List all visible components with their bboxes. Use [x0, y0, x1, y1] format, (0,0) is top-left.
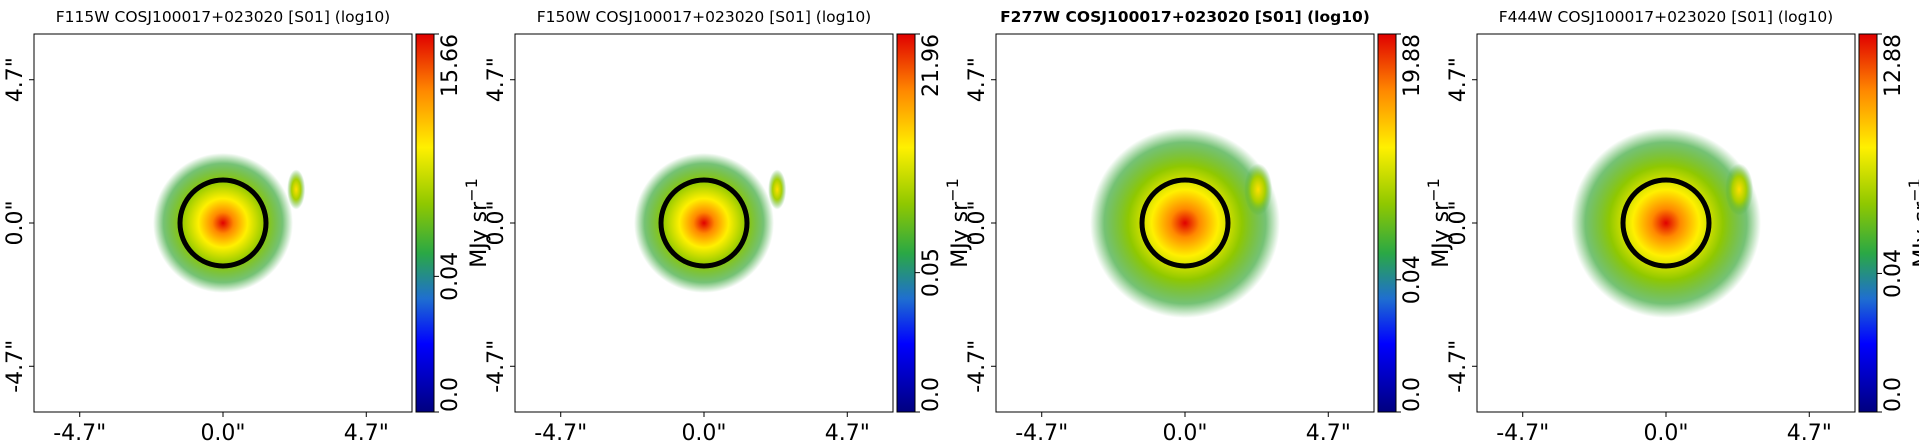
y-tick-label: 0.0": [3, 200, 28, 245]
colorbar-label-exponent: −1: [462, 178, 481, 202]
colorbar: [415, 33, 435, 413]
x-tick-label: -4.7": [53, 421, 106, 446]
x-tick-label: 0.0": [681, 421, 726, 446]
x-tick-label: 4.7": [825, 421, 870, 446]
y-tick-label: -4.7": [1446, 340, 1471, 393]
y-tick-label: 0.0": [965, 200, 990, 245]
colorbar-tick-label: 0.0: [919, 377, 944, 412]
x-tick-label: 4.7": [344, 421, 389, 446]
colorbar-tick-label: 21.96: [919, 34, 944, 97]
y-tick-label: 4.7": [3, 57, 28, 102]
image: [996, 34, 1374, 412]
colorbar-label-exponent: −1: [1905, 178, 1919, 202]
colorbar-label: MJy sr−1: [462, 178, 492, 268]
colorbar: [896, 33, 916, 413]
colorbar-label-unit: MJy sr: [1429, 201, 1454, 268]
x-tick-label: -4.7": [1015, 421, 1068, 446]
colorbar-tick-label: 15.66: [438, 34, 463, 97]
colorbar-tick-label: 0.04: [1400, 255, 1425, 304]
panel: F115W COSJ100017+023020 [S01] (log10) -4.…: [3, 8, 492, 446]
image: [515, 34, 893, 412]
colorbar-tick-label: 0.0: [1881, 377, 1906, 412]
panel-title: F277W COSJ100017+023020 [S01] (log10): [1000, 8, 1370, 26]
colorbar-tick-label: 19.88: [1400, 34, 1425, 97]
colorbar-label-exponent: −1: [943, 178, 962, 202]
image: [34, 34, 412, 412]
colorbar-label-unit: MJy sr: [467, 201, 492, 268]
panel-title: F115W COSJ100017+023020 [S01] (log10): [56, 8, 390, 26]
colorbar-tick-label: 0.04: [438, 252, 463, 301]
y-tick-label: 4.7": [1446, 57, 1471, 102]
x-tick-label: 4.7": [1787, 421, 1832, 446]
panel-title: F444W COSJ100017+023020 [S01] (log10): [1499, 8, 1833, 26]
x-tick-label: -4.7": [1496, 421, 1549, 446]
x-tick-label: 0.0": [1162, 421, 1207, 446]
colorbar-tick-label: 0.05: [919, 248, 944, 297]
panel: F277W COSJ100017+023020 [S01] (log10) -4.…: [965, 8, 1454, 446]
colorbar-label: MJy sr−1: [943, 178, 973, 268]
image: [1477, 34, 1855, 412]
y-tick-label: 4.7": [965, 57, 990, 102]
x-tick-label: 4.7": [1306, 421, 1351, 446]
y-tick-label: -4.7": [965, 340, 990, 393]
colorbar: [1377, 33, 1397, 413]
colorbar-label-exponent: −1: [1424, 178, 1443, 202]
colorbar-tick-label: 12.88: [1881, 34, 1906, 97]
colorbar-tick-label: 0.0: [438, 377, 463, 412]
colorbar: [1858, 33, 1878, 413]
panel: F150W COSJ100017+023020 [S01] (log10) -4.…: [484, 8, 973, 446]
colorbar-label: MJy sr−1: [1424, 178, 1454, 268]
panel: F444W COSJ100017+023020 [S01] (log10) -4.…: [1446, 8, 1919, 446]
y-tick-label: -4.7": [484, 340, 509, 393]
x-tick-label: -4.7": [534, 421, 587, 446]
colorbar-tick-label: 0.0: [1400, 377, 1425, 412]
colorbar-label-unit: MJy sr: [948, 201, 973, 268]
x-tick-label: 0.0": [1643, 421, 1688, 446]
colorbar-tick-label: 0.04: [1881, 249, 1906, 298]
y-tick-label: -4.7": [3, 340, 28, 393]
colorbar-label-unit: MJy sr: [1910, 201, 1919, 268]
y-tick-label: 0.0": [484, 200, 509, 245]
x-tick-label: 0.0": [200, 421, 245, 446]
colorbar-label: MJy sr−1: [1905, 178, 1919, 268]
panel-title: F150W COSJ100017+023020 [S01] (log10): [537, 8, 871, 26]
y-tick-label: 4.7": [484, 57, 509, 102]
y-tick-label: 0.0": [1446, 200, 1471, 245]
